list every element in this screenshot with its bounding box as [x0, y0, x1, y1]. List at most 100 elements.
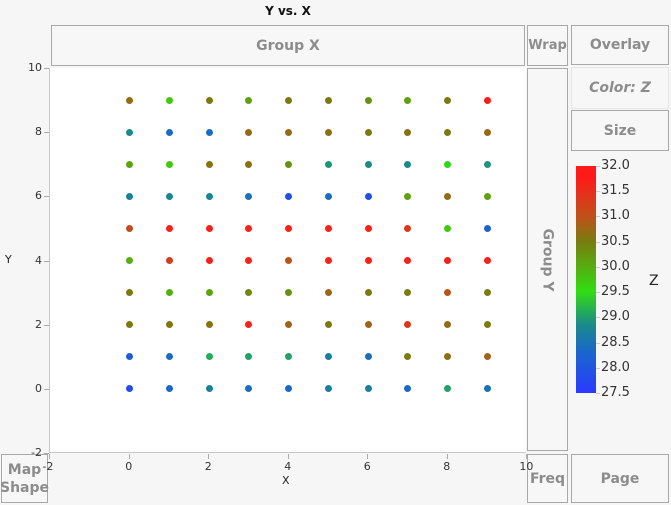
- data-point[interactable]: [483, 192, 491, 200]
- data-point[interactable]: [324, 321, 332, 329]
- data-point[interactable]: [483, 224, 491, 232]
- data-point[interactable]: [404, 321, 412, 329]
- data-point[interactable]: [205, 128, 213, 136]
- data-point[interactable]: [483, 96, 491, 104]
- data-point[interactable]: [165, 192, 173, 200]
- data-point[interactable]: [165, 289, 173, 297]
- data-point[interactable]: [285, 289, 292, 297]
- data-point[interactable]: [245, 353, 253, 361]
- data-point[interactable]: [324, 257, 332, 264]
- wrap-zone[interactable]: Wrap: [527, 25, 568, 66]
- data-point[interactable]: [444, 257, 451, 264]
- data-point[interactable]: [205, 257, 213, 264]
- data-point[interactable]: [364, 96, 372, 104]
- data-point[interactable]: [404, 289, 412, 297]
- data-point[interactable]: [245, 321, 253, 329]
- data-point[interactable]: [444, 160, 451, 168]
- data-point[interactable]: [245, 257, 253, 264]
- data-point[interactable]: [126, 321, 133, 329]
- data-point[interactable]: [245, 192, 253, 200]
- data-point[interactable]: [483, 385, 491, 393]
- data-point[interactable]: [364, 128, 372, 136]
- data-point[interactable]: [165, 257, 173, 264]
- map-shape-zone[interactable]: Map Shape: [0, 454, 49, 503]
- data-point[interactable]: [483, 160, 491, 168]
- data-point[interactable]: [245, 385, 253, 393]
- data-point[interactable]: [205, 192, 213, 200]
- data-point[interactable]: [165, 353, 173, 361]
- data-point[interactable]: [285, 224, 292, 232]
- data-point[interactable]: [404, 224, 412, 232]
- data-point[interactable]: [165, 321, 173, 329]
- data-point[interactable]: [126, 128, 133, 136]
- data-point[interactable]: [165, 160, 173, 168]
- data-point[interactable]: [444, 224, 451, 232]
- data-point[interactable]: [364, 289, 372, 297]
- data-point[interactable]: [404, 160, 412, 168]
- data-point[interactable]: [364, 353, 372, 361]
- data-point[interactable]: [126, 257, 133, 264]
- data-point[interactable]: [444, 321, 451, 329]
- data-point[interactable]: [324, 224, 332, 232]
- data-point[interactable]: [126, 160, 133, 168]
- data-point[interactable]: [444, 385, 451, 393]
- data-point[interactable]: [285, 321, 292, 329]
- data-point[interactable]: [165, 224, 173, 232]
- data-point[interactable]: [483, 257, 491, 264]
- data-point[interactable]: [285, 160, 292, 168]
- data-point[interactable]: [205, 289, 213, 297]
- data-point[interactable]: [444, 96, 451, 104]
- data-point[interactable]: [165, 128, 173, 136]
- data-point[interactable]: [205, 96, 213, 104]
- data-point[interactable]: [126, 192, 133, 200]
- data-point[interactable]: [205, 160, 213, 168]
- data-point[interactable]: [245, 224, 253, 232]
- data-point[interactable]: [483, 353, 491, 361]
- data-point[interactable]: [285, 353, 292, 361]
- data-point[interactable]: [285, 192, 292, 200]
- x-axis-title[interactable]: X: [282, 474, 290, 487]
- data-point[interactable]: [364, 321, 372, 329]
- overlay-zone[interactable]: Overlay: [571, 25, 669, 65]
- data-point[interactable]: [404, 257, 412, 264]
- data-point[interactable]: [205, 353, 213, 361]
- data-point[interactable]: [324, 192, 332, 200]
- plot-area[interactable]: [49, 68, 526, 453]
- data-point[interactable]: [285, 385, 292, 393]
- data-point[interactable]: [404, 353, 412, 361]
- data-point[interactable]: [285, 257, 292, 264]
- data-point[interactable]: [404, 385, 412, 393]
- data-point[interactable]: [126, 353, 133, 361]
- data-point[interactable]: [324, 385, 332, 393]
- data-point[interactable]: [404, 128, 412, 136]
- data-point[interactable]: [364, 257, 372, 264]
- data-point[interactable]: [126, 385, 133, 393]
- data-point[interactable]: [245, 128, 253, 136]
- data-point[interactable]: [165, 385, 173, 393]
- group-x-zone[interactable]: Group X: [51, 25, 525, 66]
- data-point[interactable]: [444, 289, 451, 297]
- data-point[interactable]: [324, 353, 332, 361]
- data-point[interactable]: [364, 385, 372, 393]
- data-point[interactable]: [364, 224, 372, 232]
- data-point[interactable]: [483, 321, 491, 329]
- data-point[interactable]: [126, 289, 133, 297]
- data-point[interactable]: [126, 224, 133, 232]
- data-point[interactable]: [324, 128, 332, 136]
- data-point[interactable]: [364, 192, 372, 200]
- data-point[interactable]: [364, 160, 372, 168]
- data-point[interactable]: [444, 192, 451, 200]
- data-point[interactable]: [404, 192, 412, 200]
- data-point[interactable]: [245, 96, 253, 104]
- data-point[interactable]: [444, 353, 451, 361]
- y-axis-title[interactable]: Y: [5, 253, 12, 266]
- page-zone[interactable]: Page: [571, 454, 669, 503]
- group-y-zone[interactable]: Group Y: [527, 68, 568, 451]
- data-point[interactable]: [483, 289, 491, 297]
- data-point[interactable]: [245, 289, 253, 297]
- data-point[interactable]: [404, 96, 412, 104]
- data-point[interactable]: [205, 321, 213, 329]
- data-point[interactable]: [205, 385, 213, 393]
- data-point[interactable]: [126, 96, 133, 104]
- data-point[interactable]: [444, 128, 451, 136]
